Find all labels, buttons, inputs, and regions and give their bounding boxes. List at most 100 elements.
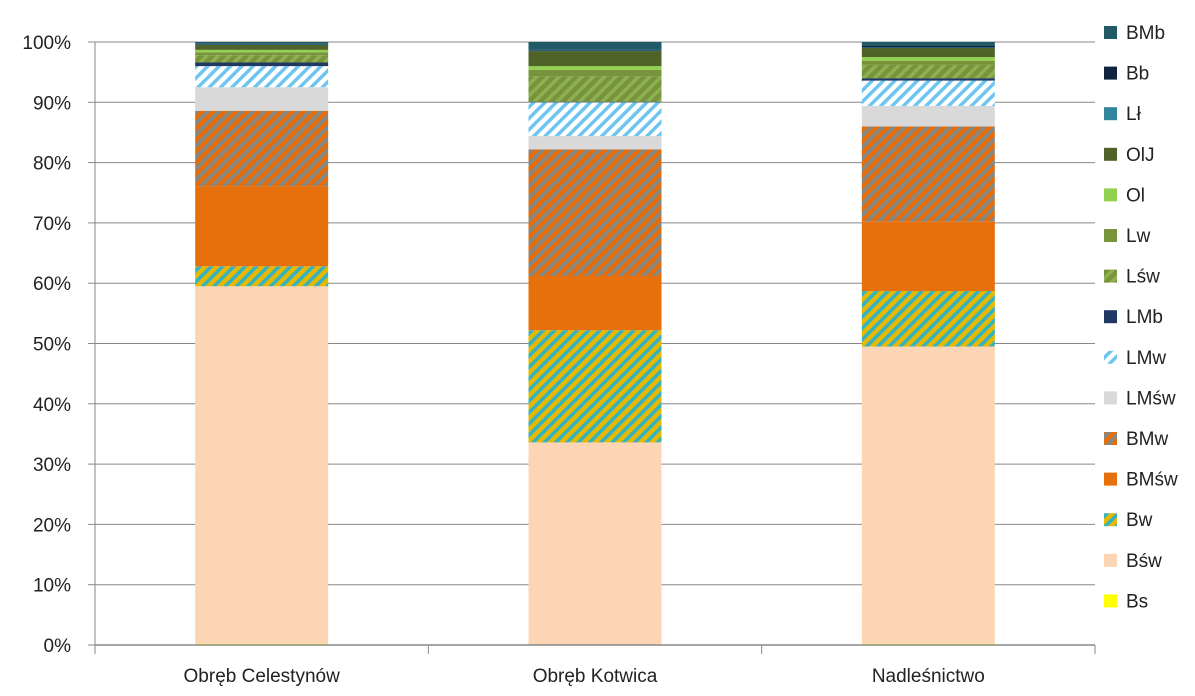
bar-segment-olj <box>528 51 662 67</box>
x-tick-label: Obręb Celestynów <box>184 666 341 687</box>
legend-label: Bb <box>1126 64 1149 85</box>
bar-group-obreb-celestynow <box>195 42 329 645</box>
legend-swatch <box>1104 188 1117 202</box>
legend-label: BMb <box>1126 23 1165 44</box>
legend-swatch <box>1104 594 1117 608</box>
y-tick-label: 100% <box>22 33 71 54</box>
legend-item-lmw: LMw <box>1104 348 1166 369</box>
bar-segment-lmb <box>861 78 995 81</box>
legend-label: Lśw <box>1126 267 1160 288</box>
y-tick-label: 80% <box>33 154 71 175</box>
legend-label: Bs <box>1126 591 1148 612</box>
legend-label: Lł <box>1126 104 1142 125</box>
legend-item-bmsw: BMśw <box>1104 470 1178 491</box>
legend-label: BMśw <box>1126 470 1178 491</box>
bar-segment-ol <box>195 49 329 53</box>
bar-segment-bmw <box>528 149 662 276</box>
legend-item-bmw: BMw <box>1104 429 1169 450</box>
bar-segment-lw <box>528 69 662 77</box>
bar-segment-bw <box>861 291 995 347</box>
legend-swatch <box>1104 391 1117 405</box>
bar-segment-lmsw <box>195 87 329 111</box>
legend-label: LMśw <box>1126 388 1176 409</box>
legend-swatch <box>1104 513 1117 527</box>
legend-item-ol: Ol <box>1104 185 1145 206</box>
legend-label: Ol <box>1126 185 1145 206</box>
bar-segment-bb <box>195 43 329 45</box>
bar-segment-lmw <box>528 102 662 137</box>
axes: 0% 10% 20% 30% 40% 50% 60% 70% 80% 90% 100% Obręb C… <box>22 33 1096 687</box>
legend-item-ll: Lł <box>1104 104 1142 125</box>
bars <box>195 42 995 645</box>
bar-segment-ol <box>861 57 995 61</box>
legend-label: LMw <box>1126 348 1166 369</box>
bar-segment-lsw <box>195 55 329 63</box>
y-tick-label: 20% <box>33 515 71 536</box>
bar-segment-bmsw <box>528 275 662 331</box>
bar-segment-bmw <box>861 126 995 222</box>
y-tick-label: 0% <box>44 636 72 657</box>
bar-segment-lsw <box>528 76 662 102</box>
bar-segment-lw <box>861 60 995 65</box>
bar-segment-lmw <box>195 66 329 88</box>
legend-label: BMw <box>1126 429 1169 450</box>
legend-item-lmsw: LMśw <box>1104 388 1176 409</box>
legend-label: Bw <box>1126 510 1153 531</box>
x-tick-label: Nadleśnictwo <box>872 666 985 687</box>
y-tick-label: 40% <box>33 395 71 416</box>
legend-swatch <box>1104 107 1117 121</box>
bar-segment-lsw <box>861 64 995 79</box>
bar-segment-lw <box>195 52 329 56</box>
bar-segment-lmb <box>528 101 662 103</box>
bar-segment-bsw <box>861 346 995 644</box>
bar-segment-ll <box>195 44 329 46</box>
legend-item-olj: OlJ <box>1104 145 1155 166</box>
legend-item-bs: Bs <box>1104 591 1148 612</box>
bar-segment-olj <box>195 45 329 50</box>
legend-swatch <box>1104 350 1117 364</box>
y-tick-label: 60% <box>33 274 71 295</box>
legend-swatch <box>1104 269 1117 283</box>
legend-label: Bśw <box>1126 551 1162 572</box>
y-tick-label: 50% <box>33 335 71 356</box>
bar-segment-lmsw <box>861 105 995 127</box>
legend-item-bw: Bw <box>1104 510 1153 531</box>
legend-swatch <box>1104 553 1117 567</box>
bar-segment-bmw <box>195 110 329 187</box>
bar-segment-bmsw <box>195 186 329 267</box>
legend-swatch <box>1104 66 1117 80</box>
legend-swatch <box>1104 472 1117 486</box>
bar-segment-bb <box>861 45 995 48</box>
y-tick-label: 70% <box>33 214 71 235</box>
y-tick-label: 90% <box>33 93 71 114</box>
legend-swatch <box>1104 26 1117 39</box>
bar-segment-ll <box>861 47 995 49</box>
bar-segment-bmsw <box>861 221 995 292</box>
bar-segment-ll <box>528 50 662 52</box>
bar-group-obreb-kotwica <box>528 42 662 645</box>
bar-segment-bsw <box>528 442 662 645</box>
x-tick-label: Obręb Kotwica <box>533 666 658 687</box>
bar-group-nadlesnictwo <box>861 42 995 645</box>
bar-segment-bmb <box>195 42 329 44</box>
legend-swatch <box>1104 310 1117 324</box>
legend-item-bmb: BMb <box>1104 23 1165 44</box>
y-tick-label: 30% <box>33 455 71 476</box>
bar-segment-bmb <box>528 42 662 50</box>
legend-item-lmb: LMb <box>1104 307 1163 328</box>
legend-item-lw: Lw <box>1104 226 1151 247</box>
bar-segment-ol <box>528 66 662 70</box>
legend-label: Lw <box>1126 226 1151 247</box>
legend-item-bb: Bb <box>1104 64 1149 85</box>
legend: BMb Bb Lł OlJ Ol Lw Lśw LMb LMw LMśw BMw BMśw Bw Bśw B… <box>1104 23 1178 612</box>
y-tick-label: 10% <box>33 576 71 597</box>
bar-segment-bsw <box>195 286 329 644</box>
bar-segment-olj <box>861 48 995 58</box>
legend-swatch <box>1104 432 1117 445</box>
legend-swatch <box>1104 147 1117 161</box>
legend-item-bsw: Bśw <box>1104 551 1162 572</box>
legend-label: OlJ <box>1126 145 1155 166</box>
legend-swatch <box>1104 229 1117 242</box>
